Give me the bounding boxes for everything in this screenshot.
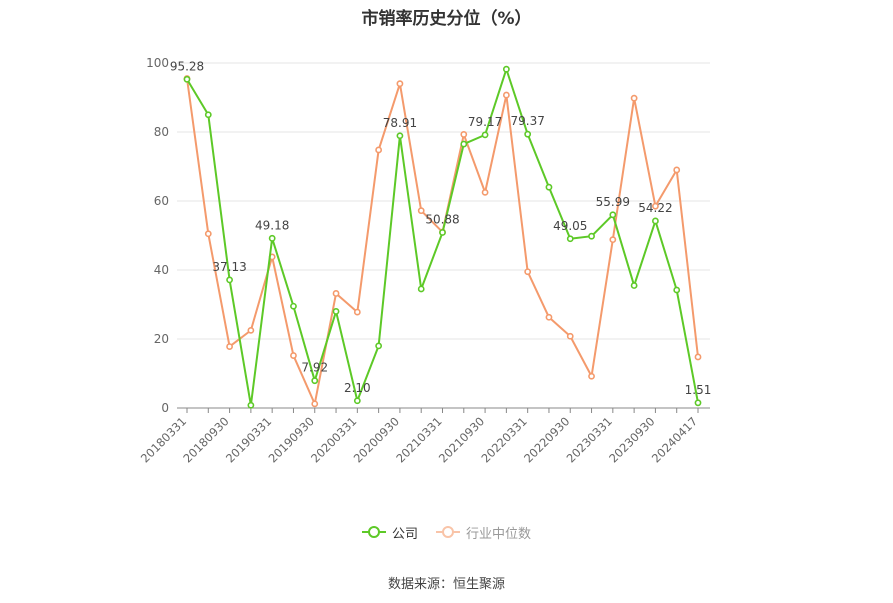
data-label: 2.10 bbox=[344, 381, 371, 395]
data-point-company[interactable] bbox=[183, 75, 191, 83]
data-point-industry-median[interactable] bbox=[311, 400, 319, 408]
data-point-company[interactable] bbox=[332, 307, 340, 315]
grid-lines bbox=[177, 62, 710, 340]
x-tick-label: 20240417 bbox=[649, 414, 700, 465]
data-label: 54.22 bbox=[638, 201, 672, 215]
data-point-company[interactable] bbox=[566, 235, 574, 243]
data-point-company[interactable] bbox=[417, 285, 425, 293]
y-tick-label: 100 bbox=[146, 56, 169, 70]
data-label: 1.51 bbox=[685, 383, 712, 397]
data-point-company[interactable] bbox=[375, 342, 383, 350]
data-labels: 95.28 37.13 49.18 7.92 2.10 78.91 50.88 79.17 79… bbox=[170, 59, 712, 397]
data-point-industry-median[interactable] bbox=[524, 268, 532, 276]
legend-label-company: 公司 bbox=[391, 526, 418, 542]
data-point-industry-median[interactable] bbox=[396, 80, 404, 88]
data-point-company[interactable] bbox=[481, 131, 489, 139]
data-point-industry-median[interactable] bbox=[694, 353, 702, 361]
legend-swatch-company-icon bbox=[361, 525, 386, 539]
data-point-company[interactable] bbox=[545, 183, 553, 191]
data-point-company[interactable] bbox=[630, 282, 638, 289]
data-point-industry-median[interactable] bbox=[588, 372, 595, 380]
data-label: 50.88 bbox=[425, 212, 459, 226]
data-point-company[interactable] bbox=[290, 302, 297, 310]
data-point-industry-median[interactable] bbox=[566, 332, 574, 340]
data-point-company[interactable] bbox=[524, 130, 532, 138]
data-point-industry-median[interactable] bbox=[652, 202, 659, 210]
data-point-company[interactable] bbox=[460, 140, 468, 148]
data-point-company[interactable] bbox=[673, 286, 681, 294]
y-tick-label: 60 bbox=[154, 194, 169, 208]
chart-title: 市销率历史分位（%） bbox=[361, 9, 532, 29]
data-point-industry-median[interactable] bbox=[353, 308, 361, 316]
data-point-company[interactable] bbox=[652, 217, 659, 225]
y-tick-label: 0 bbox=[161, 401, 169, 415]
data-label: 7.92 bbox=[301, 361, 328, 375]
legend: 公司 行业中位数 bbox=[0, 521, 893, 543]
data-point-company[interactable] bbox=[247, 401, 255, 409]
data-point-industry-median[interactable] bbox=[375, 146, 383, 154]
data-point-industry-median[interactable] bbox=[481, 188, 489, 196]
data-point-company[interactable] bbox=[694, 399, 702, 407]
legend-swatch-industry-median-icon bbox=[436, 525, 460, 539]
y-tick-label: 40 bbox=[154, 263, 169, 277]
data-label: 49.05 bbox=[553, 219, 587, 233]
data-point-company[interactable] bbox=[609, 211, 617, 219]
data-point-company[interactable] bbox=[311, 377, 319, 385]
data-point-industry-median[interactable] bbox=[609, 236, 617, 244]
data-label: 78.91 bbox=[383, 116, 417, 130]
legend-item-industry-median[interactable]: 行业中位数 bbox=[436, 523, 531, 542]
data-point-industry-median[interactable] bbox=[247, 326, 255, 334]
data-point-industry-median[interactable] bbox=[417, 207, 425, 215]
data-point-industry-median[interactable] bbox=[332, 290, 340, 297]
data-point-company[interactable] bbox=[439, 229, 446, 236]
data-point-company[interactable] bbox=[204, 111, 212, 119]
data-point-industry-median[interactable] bbox=[545, 313, 553, 321]
data-point-company[interactable] bbox=[268, 234, 276, 242]
data-point-company[interactable] bbox=[226, 276, 233, 284]
data-point-industry-median[interactable] bbox=[460, 131, 468, 138]
source-note: 数据来源：恒生聚源 bbox=[387, 577, 505, 592]
legend-item-company[interactable]: 公司 bbox=[361, 523, 418, 542]
data-point-company[interactable] bbox=[502, 65, 510, 73]
data-label: 79.17 bbox=[468, 115, 502, 129]
series-line-company bbox=[186, 68, 699, 407]
data-point-industry-median[interactable] bbox=[502, 91, 510, 99]
data-point-industry-median[interactable] bbox=[290, 352, 297, 359]
data-point-industry-median[interactable] bbox=[204, 230, 212, 238]
data-label: 37.13 bbox=[212, 260, 246, 274]
data-point-industry-median[interactable] bbox=[673, 166, 681, 174]
y-tick-label: 80 bbox=[154, 125, 169, 139]
data-label: 79.37 bbox=[510, 114, 544, 128]
data-point-industry-median[interactable] bbox=[630, 94, 638, 102]
data-label: 55.99 bbox=[596, 195, 630, 209]
data-point-company[interactable] bbox=[396, 132, 404, 140]
legend-label-industry-median: 行业中位数 bbox=[466, 526, 532, 542]
y-tick-label: 20 bbox=[154, 332, 169, 346]
data-label: 49.18 bbox=[255, 218, 289, 232]
series-lines bbox=[183, 65, 702, 409]
data-point-company[interactable] bbox=[353, 397, 361, 405]
data-point-company[interactable] bbox=[588, 232, 595, 240]
data-label: 95.28 bbox=[170, 59, 204, 73]
data-point-industry-median[interactable] bbox=[226, 343, 233, 350]
